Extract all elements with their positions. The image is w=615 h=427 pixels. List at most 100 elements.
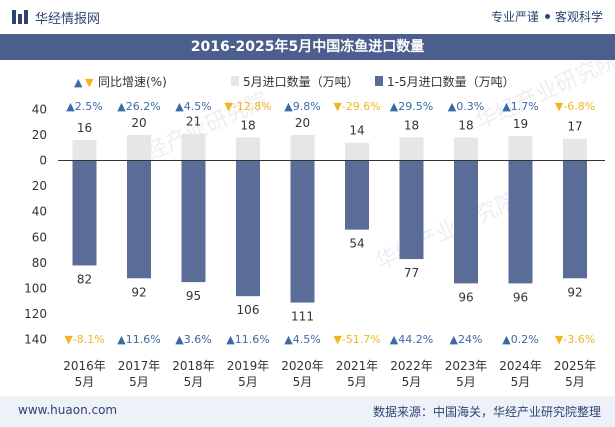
x-tick-label: 5月: [129, 375, 149, 389]
may-growth-label: ▲1.7%: [502, 100, 538, 113]
may-bar: [181, 133, 206, 161]
legend-cumulative-swatch: [375, 76, 383, 86]
watermark-text: 华经产业研究院: [472, 60, 615, 135]
legend-down-icon: ▼: [85, 76, 94, 89]
may-growth-label: ▲4.5%: [175, 100, 211, 113]
legend-cumulative-label: 1-5月进口数量（万吨）: [387, 74, 515, 89]
tagline-right: 客观科学: [554, 10, 603, 24]
may-growth-label: ▲0.3%: [448, 100, 484, 113]
may-bar: [454, 137, 478, 161]
legend-may-label: 5月进口数量（万吨）: [243, 74, 359, 89]
cumulative-bar: [290, 160, 315, 303]
may-growth-label: ▲29.5%: [390, 100, 433, 113]
may-value-label: 14: [349, 124, 364, 138]
x-tick-label: 2023年: [445, 359, 488, 373]
may-growth-label: ▼-12.8%: [224, 100, 271, 113]
may-bar: [563, 138, 587, 161]
may-bar: [72, 140, 97, 161]
y-tick-label: 20: [32, 179, 47, 193]
brand-name: 华经情报网: [35, 12, 101, 27]
x-tick-label: 2017年: [118, 359, 161, 373]
may-value-label: 20: [295, 116, 310, 130]
dot-icon: [544, 14, 550, 19]
may-bar: [236, 137, 260, 161]
y-tick-label: 0: [39, 154, 47, 168]
x-tick-label: 2019年: [227, 359, 270, 373]
cumulative-value-label: 92: [567, 285, 582, 299]
may-bar: [508, 136, 533, 161]
legend-up-icon: ▲: [74, 76, 83, 89]
may-growth-label: ▲2.5%: [66, 100, 102, 113]
cumulative-bar: [181, 160, 206, 283]
cumulative-value-label: 106: [237, 303, 260, 317]
x-tick-label: 5月: [456, 375, 476, 389]
x-tick-label: 5月: [75, 375, 95, 389]
top-bar: 华经情报网 专业严谨 客观科学: [0, 0, 615, 34]
cumulative-bar: [127, 160, 151, 279]
y-tick-label: 100: [24, 282, 47, 296]
x-tick-label: 2024年: [499, 359, 542, 373]
cumulative-growth-label: ▲3.6%: [175, 333, 211, 346]
x-tick-label: 2025年: [554, 359, 597, 373]
y-tick-label: 120: [24, 307, 47, 321]
y-tick-label: 40: [32, 102, 47, 116]
may-bar: [345, 142, 369, 161]
may-bar: [290, 134, 315, 161]
may-growth-label: ▼-6.8%: [555, 100, 595, 113]
may-value-label: 18: [240, 118, 255, 132]
may-bar: [399, 137, 424, 161]
may-value-label: 16: [77, 121, 92, 135]
x-tick-label: 2018年: [172, 359, 215, 373]
y-tick-label: 140: [24, 333, 47, 347]
cumulative-growth-label: ▼-3.6%: [555, 333, 595, 346]
footer-site: www.huaon.com: [18, 403, 118, 417]
cumulative-growth-label: ▲44.2%: [390, 333, 433, 346]
cumulative-growth-label: ▲11.6%: [226, 333, 269, 346]
x-tick-label: 5月: [347, 375, 367, 389]
cumulative-growth-label: ▲4.5%: [284, 333, 320, 346]
x-tick-label: 2022年: [390, 359, 433, 373]
cumulative-growth-label: ▼-8.1%: [64, 333, 104, 346]
may-growth-label: ▲26.2%: [117, 100, 160, 113]
tagline: 专业严谨 客观科学: [491, 8, 603, 25]
x-tick-label: 2020年: [281, 359, 324, 373]
cumulative-bar: [454, 160, 478, 284]
may-growth-label: ▼-29.6%: [333, 100, 380, 113]
cumulative-value-label: 82: [77, 272, 92, 286]
may-growth-label: ▲9.8%: [284, 100, 320, 113]
x-tick-label: 5月: [238, 375, 258, 389]
cumulative-growth-label: ▼-51.7%: [333, 333, 380, 346]
may-value-label: 21: [186, 115, 201, 129]
cumulative-bar: [508, 160, 533, 284]
x-tick-label: 5月: [565, 375, 585, 389]
tagline-left: 专业严谨: [490, 10, 539, 24]
cumulative-bar: [399, 160, 424, 260]
cumulative-bar: [72, 160, 97, 266]
cumulative-growth-label: ▲11.6%: [117, 333, 160, 346]
cumulative-bar: [345, 160, 369, 230]
logo-icon: [12, 10, 28, 24]
cumulative-value-label: 95: [186, 289, 201, 303]
y-tick-label: 40: [32, 205, 47, 219]
may-value-label: 20: [131, 116, 146, 130]
x-tick-label: 5月: [293, 375, 313, 389]
legend-may-swatch: [231, 76, 239, 86]
x-tick-label: 2021年: [336, 359, 379, 373]
y-tick-label: 80: [32, 256, 47, 270]
may-value-label: 19: [513, 117, 528, 131]
x-tick-label: 2016年: [63, 359, 106, 373]
cumulative-value-label: 111: [291, 310, 314, 324]
cumulative-growth-label: ▲0.2%: [502, 333, 538, 346]
footer: www.huaon.com 数据来源：中国海关，华经产业研究院整理: [0, 396, 615, 427]
x-tick-label: 5月: [402, 375, 422, 389]
legend-growth-label: 同比增速(%): [98, 75, 167, 89]
y-tick-label: 60: [32, 230, 47, 244]
cumulative-growth-label: ▲24%: [450, 333, 483, 346]
may-value-label: 17: [567, 120, 582, 134]
cumulative-bar: [236, 160, 260, 297]
chart-title: 2016-2025年5月中国冻鱼进口数量: [0, 34, 615, 60]
cumulative-value-label: 96: [458, 290, 473, 304]
cumulative-value-label: 54: [349, 237, 364, 251]
cumulative-bar: [563, 160, 587, 279]
